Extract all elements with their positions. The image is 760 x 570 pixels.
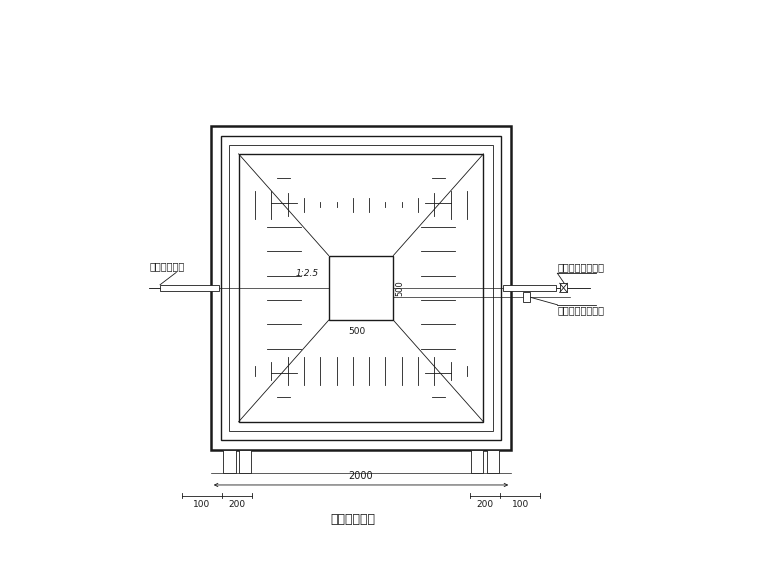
Bar (239, 450, 251, 473)
Text: 1:2.5: 1:2.5 (296, 270, 318, 279)
Text: 100: 100 (193, 500, 211, 510)
Text: 2000: 2000 (349, 471, 373, 481)
Bar (160, 285, 219, 291)
Bar (223, 450, 236, 473)
Bar (503, 285, 556, 291)
Bar (211, 126, 511, 450)
Bar (559, 283, 568, 292)
Text: 粗滤池平面图: 粗滤池平面图 (331, 512, 375, 526)
Text: 500: 500 (395, 280, 404, 296)
Text: 上层粗滤池出水管: 上层粗滤池出水管 (557, 262, 604, 272)
Text: 100: 100 (511, 500, 529, 510)
Text: 500: 500 (349, 327, 366, 336)
Bar (221, 136, 501, 439)
Bar (230, 145, 492, 431)
Bar (486, 450, 499, 473)
Bar (471, 450, 483, 473)
Bar (524, 292, 530, 303)
Bar (239, 154, 483, 422)
Text: 粗滤池进水管: 粗滤池进水管 (149, 261, 185, 271)
Bar (328, 255, 394, 320)
Text: 200: 200 (477, 500, 493, 510)
Text: 200: 200 (229, 500, 245, 510)
Text: 下层粗滤池排污管: 下层粗滤池排污管 (557, 305, 604, 315)
